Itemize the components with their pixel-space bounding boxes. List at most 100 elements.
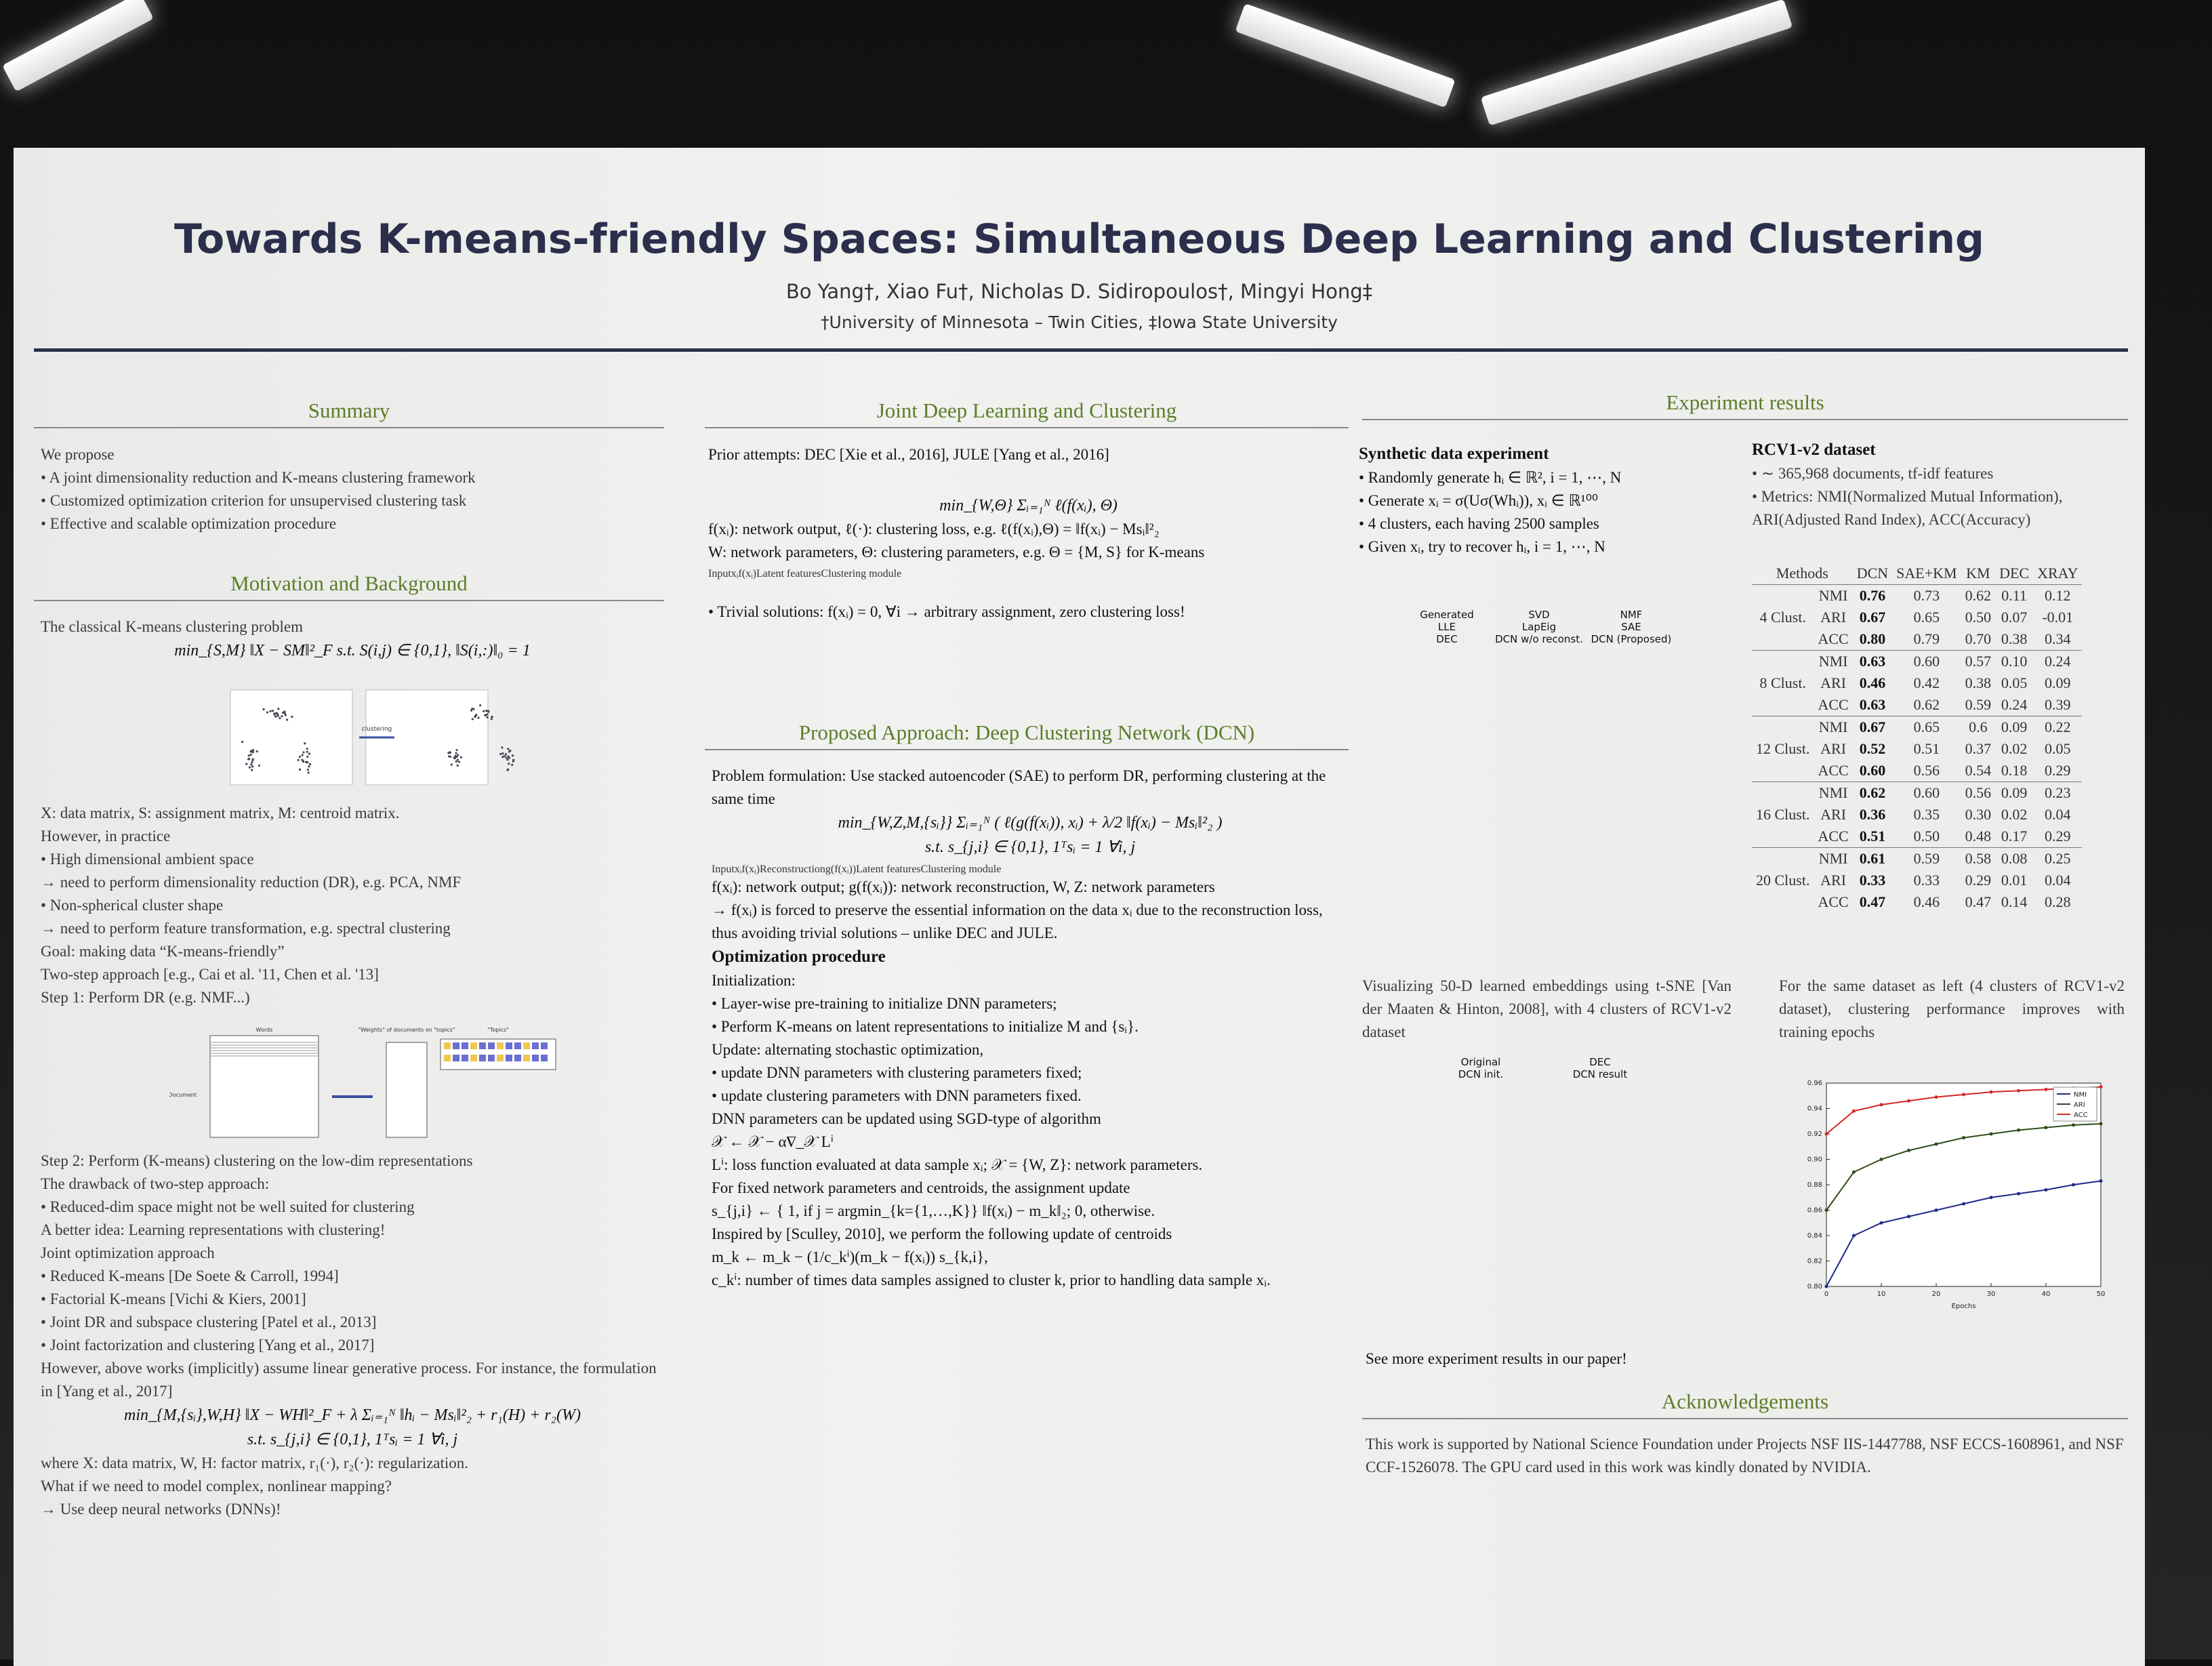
cell: [497, 1042, 504, 1049]
cell: 0.70: [1965, 630, 1992, 647]
dot: [507, 755, 510, 758]
cell: [453, 1055, 459, 1061]
text-line: Update: alternating stochastic optimizat…: [712, 1041, 984, 1058]
cell: 0.07: [2001, 609, 2028, 626]
cell: 0.22: [2033, 716, 2083, 738]
cell: 0.38: [1965, 674, 1992, 691]
cell: 0.47: [1965, 893, 1992, 910]
dot: [512, 760, 515, 763]
point: [2072, 1183, 2075, 1187]
dot: [247, 754, 250, 757]
text-line: A better idea: Learning representations …: [41, 1221, 386, 1238]
panel: LapEig: [1495, 621, 1583, 633]
cell: 0.05: [2045, 740, 2071, 757]
dot: [455, 760, 457, 763]
cell: 0.6: [1961, 716, 1996, 738]
motivation-text: The classical K-means clustering problem…: [41, 615, 664, 663]
text-line: Optimization procedure: [712, 948, 886, 966]
panel-label: LLE: [1437, 621, 1456, 633]
legend-label: ACC: [2074, 1112, 2088, 1119]
cell: [541, 1055, 548, 1061]
table-row: ARI 0.36 0.35 0.30 0.02 0.04: [1752, 804, 2082, 826]
dot: [456, 758, 459, 761]
cell: 0.24: [2033, 650, 2083, 672]
dot: [258, 764, 260, 767]
dot: [283, 710, 286, 713]
text-line: However, in practice: [41, 828, 171, 845]
point: [2072, 1123, 2075, 1127]
dot: [485, 714, 487, 716]
subheading: RCV1-v2 dataset: [1752, 441, 1876, 459]
point: [1824, 1132, 1828, 1136]
point: [2099, 1122, 2103, 1126]
dot: [251, 761, 253, 764]
cell: 0.79: [1913, 630, 1940, 647]
x-tick-label: 40: [2042, 1291, 2051, 1298]
dot: [250, 763, 253, 766]
tsne-panels: Original DEC DCN init. DCN result: [1423, 1056, 1667, 1080]
figure-label: Reconstruction: [760, 864, 825, 875]
figure-label: Clustering module: [821, 568, 902, 580]
text-line: m_k ← m_k − (1/c_kⁱ)(m_k − f(xᵢ)) s_{k,i…: [712, 1248, 988, 1265]
metric: ARI: [1820, 872, 1847, 889]
y-tick-label: 0.82: [1807, 1258, 1822, 1265]
dot: [269, 710, 272, 712]
table-row: ARI 0.33 0.33 0.29 0.01 0.04: [1752, 870, 2082, 891]
text-line: • Effective and scalable optimization pr…: [41, 515, 337, 532]
group-label: 8 Clust.: [1752, 650, 1814, 716]
dot: [486, 716, 489, 719]
text-line: • 4 clusters, each having 2500 samples: [1359, 515, 1599, 532]
table-row: ACC 0.63 0.62 0.59 0.24 0.39: [1752, 694, 2082, 716]
text-line: • Non-spherical cluster shape: [41, 897, 224, 914]
y-tick-label: 0.96: [1807, 1080, 1822, 1087]
metric: ACC: [1818, 893, 1849, 910]
cell: 0.38: [2001, 630, 2028, 647]
cell: 0.51: [1913, 740, 1940, 757]
joint-text: Prior attempts: DEC [Xie et al., 2016], …: [708, 443, 1349, 624]
table-row: ACC 0.51 0.50 0.48 0.17 0.29: [1752, 826, 2082, 848]
point: [1824, 1208, 1828, 1212]
point: [1879, 1221, 1883, 1225]
cell: 0.14: [2001, 893, 2028, 910]
text-line: Step 2: Perform (K-means) clustering on …: [41, 1152, 473, 1169]
point: [1962, 1202, 1965, 1206]
cell: 0.10: [1995, 650, 2034, 672]
matrix: [386, 1042, 428, 1138]
dot: [297, 758, 300, 761]
text-line: • A joint dimensionality reduction and K…: [41, 469, 476, 486]
table-row: 16 Clust. NMI 0.62 0.60 0.56 0.09 0.23: [1752, 781, 2083, 848]
text-line: Step 1: Perform DR (e.g. NMF...): [41, 989, 250, 1006]
affiliation: †University of Minnesota – Twin Cities, …: [821, 312, 1338, 332]
cell: [506, 1055, 512, 1061]
network-figure: Inputxᵢf(xᵢ)Latent featuresClustering mo…: [708, 568, 1349, 580]
text-line: Joint optimization approach: [41, 1244, 215, 1261]
summary: We propose • A joint dimensionality reduc…: [41, 443, 664, 535]
cell: 0.46: [1859, 674, 1886, 691]
dot: [304, 760, 308, 764]
cell: 0.62: [1961, 584, 1996, 607]
table-row: ACC 0.60 0.56 0.54 0.18 0.29: [1752, 760, 2082, 782]
y-tick-label: 0.92: [1807, 1131, 1822, 1138]
motivation-text: X: data matrix, S: assignment matrix, M:…: [41, 802, 664, 1009]
text-line: • Metrics: NMI(Normalized Mutual Informa…: [1752, 488, 2063, 528]
cell: [514, 1042, 521, 1049]
dot: [470, 709, 473, 712]
cell: 0.04: [2045, 872, 2071, 889]
cell: 0.50: [1913, 828, 1940, 845]
panel-label: DEC: [1589, 1056, 1611, 1068]
cell: 0.57: [1961, 650, 1996, 672]
metric: ACC: [1818, 630, 1849, 647]
cell: 0.24: [2001, 696, 2028, 713]
text-line: What if we need to model complex, nonlin…: [41, 1478, 392, 1495]
x-tick-label: 10: [1877, 1291, 1886, 1298]
dot: [456, 764, 459, 767]
column-header: DEC: [1999, 565, 2030, 582]
figure-label: Latent features: [756, 568, 821, 580]
panel-label: SAE: [1621, 621, 1641, 633]
text-line: → need to perform feature transformation…: [41, 920, 451, 937]
dot: [453, 757, 456, 760]
text-line: Problem formulation: Use stacked autoenc…: [712, 767, 1326, 807]
legend-label: ARI: [2074, 1101, 2085, 1109]
text-line: Lⁱ: loss function evaluated at data samp…: [712, 1156, 1203, 1173]
dot: [507, 748, 510, 750]
